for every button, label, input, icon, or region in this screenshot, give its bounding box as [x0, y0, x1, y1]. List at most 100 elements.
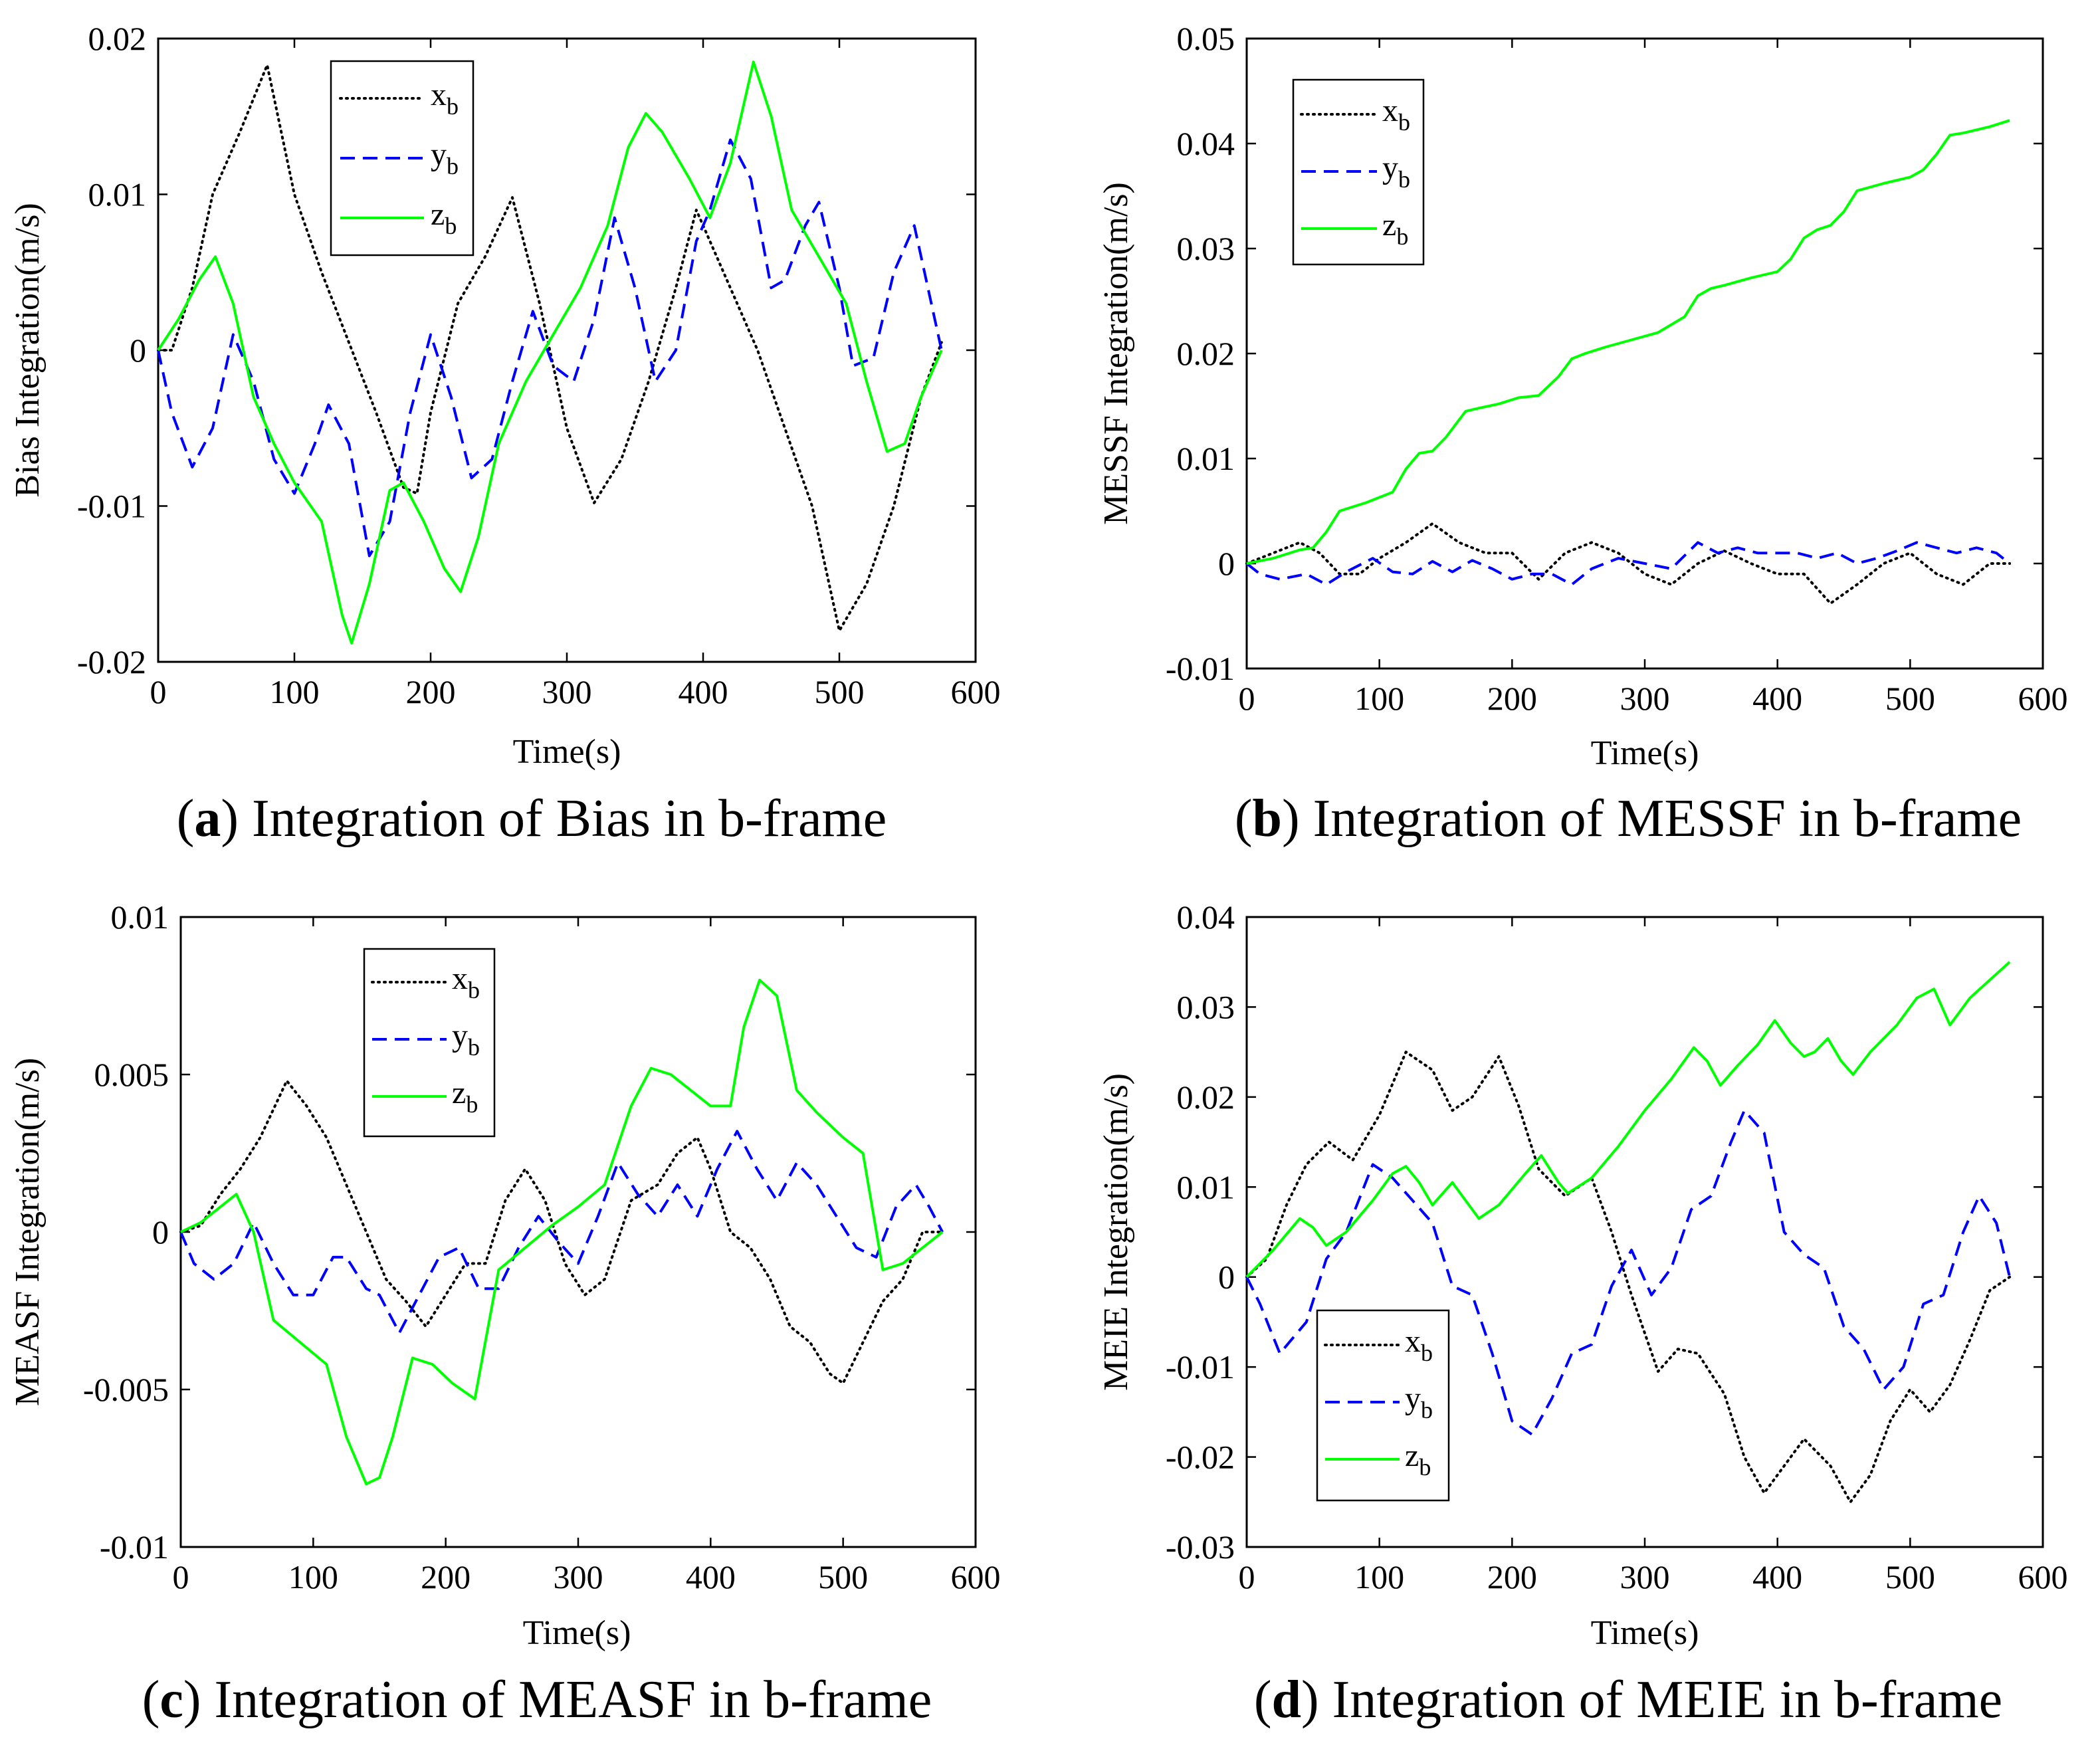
x-tick-label-b: 500 [1885, 680, 1935, 717]
x-tick-label-d: 600 [2018, 1558, 2068, 1595]
x-tick-label-a: 400 [679, 673, 728, 710]
x-axis-label-b: Time(s) [1591, 734, 1699, 772]
x-tick-label-c: 600 [951, 1558, 1001, 1595]
legend-label-y-b: yb [1382, 150, 1410, 193]
legend-label-z-b: zb [1382, 207, 1408, 250]
series-z-line-a [157, 60, 943, 645]
y-tick-label-d: -0.01 [1166, 1348, 1235, 1386]
caption-d: (d) Integration of MEIE in b-frame [1254, 1671, 2002, 1729]
caption-a: (a) Integration of Bias in b-frame [177, 789, 887, 848]
panel-a: 0 100 200 300 400 500 600 -0.02 -0.01 0 0.01 0.02 T… [9, 20, 1001, 848]
series-x-line-d [1245, 1051, 2012, 1504]
panel-b: 0 100 200 300 400 500 600-0.0100.010.020.030.0… [1097, 20, 2068, 848]
caption-c: (c) Integration of MEASF in b-frame [142, 1671, 932, 1729]
legend-label-x-c: xb [452, 961, 480, 1003]
ticks-c: 0 100 200 300 400 500 600 -0.01 -0.005 0 0.005 0.01 [83, 898, 1001, 1595]
series-lines-b [1245, 119, 2012, 605]
legend-label-x-b: xb [1382, 93, 1410, 136]
y-tick-label-b: -0.01 [1166, 650, 1235, 687]
ticks-b: 0 100 200 300 400 500 600-0.0100.010.020.030.0… [1166, 20, 2068, 717]
legend-label-z-a: zb [431, 197, 457, 239]
y-tick-label-b: 0 [1218, 545, 1235, 582]
caption-b: (b) Integration of MESSF in b-frame [1235, 789, 2022, 848]
series-lines-a [157, 60, 943, 645]
y-tick-label-d: 0 [1218, 1259, 1235, 1296]
ticks-a: 0 100 200 300 400 500 600 -0.02 -0.01 0 0.01 0.02 [77, 20, 1001, 710]
y-tick-label-b: 0.03 [1177, 230, 1235, 267]
legend-b: xb yb zb [1292, 78, 1425, 266]
y-tick-label-b: 0.01 [1177, 440, 1235, 477]
series-y-line-d [1245, 1109, 2012, 1436]
y-tick-label-d: 0.04 [1177, 898, 1235, 936]
y-axis-label-c: MEASF Integration(m/s) [9, 1058, 47, 1406]
series-x-line-b [1245, 522, 2012, 605]
x-tick-label-a: 100 [270, 673, 320, 710]
y-tick-label-b: 0.05 [1177, 20, 1235, 57]
y-tick-label-d: -0.03 [1166, 1528, 1235, 1566]
series-lines-c [179, 978, 944, 1486]
y-tick-label-a: 0 [130, 332, 146, 369]
x-tick-label-d: 300 [1620, 1558, 1670, 1595]
y-tick-label-d: 0.02 [1177, 1078, 1235, 1116]
legend-a: xb yb zb [330, 60, 474, 257]
y-tick-label-a: 0.01 [88, 176, 147, 213]
x-tick-label-b: 600 [2018, 680, 2068, 717]
x-tick-label-a: 200 [406, 673, 456, 710]
y-tick-label-b: 0.04 [1177, 125, 1235, 162]
x-tick-label-b: 300 [1620, 680, 1670, 717]
y-tick-label-b: 0.02 [1177, 335, 1235, 372]
legend-d: xb yb zb [1316, 1309, 1450, 1502]
legend-label-z-c: zb [452, 1075, 478, 1118]
series-y-line-c [179, 1130, 944, 1334]
x-tick-label-a: 300 [542, 673, 592, 710]
y-tick-label-a: -0.02 [77, 643, 146, 680]
panel-c: 0 100 200 300 400 500 600 -0.01 -0.005 0 0.005 0.01… [9, 898, 1001, 1729]
x-tick-label-b: 400 [1752, 680, 1802, 717]
x-tick-label-d: 200 [1487, 1558, 1537, 1595]
legend-label-x-d: xb [1405, 1324, 1433, 1366]
y-tick-label-c: -0.005 [83, 1371, 169, 1408]
series-y-line-b [1245, 541, 2011, 586]
legend-label-x-a: xb [431, 77, 459, 120]
y-axis-label-d: MEIE Integration(m/s) [1097, 1073, 1135, 1391]
series-y-line-a [157, 138, 943, 558]
x-tick-label-c: 100 [288, 1558, 338, 1595]
y-tick-label-a: -0.01 [77, 488, 146, 525]
legend-label-y-c: yb [452, 1018, 480, 1061]
y-tick-label-c: 0.005 [94, 1056, 169, 1093]
x-tick-label-c: 500 [818, 1558, 868, 1595]
legend-box-d [1316, 1309, 1450, 1502]
y-tick-label-d: -0.02 [1166, 1439, 1235, 1476]
legend-label-z-d: zb [1405, 1438, 1431, 1481]
y-axis-label-b: MESSF Integration(m/s) [1097, 182, 1135, 525]
x-tick-label-b: 100 [1354, 680, 1404, 717]
y-tick-label-d: 0.03 [1177, 988, 1235, 1025]
series-x-line-c [179, 1079, 944, 1385]
panel-d: 0 100 200 300 400 500 600 -0.03 -0.02 -0.01 0 0.01 0… [1097, 898, 2068, 1729]
series-z-line-d [1245, 961, 2011, 1279]
x-tick-label-c: 200 [421, 1558, 471, 1595]
x-tick-label-b: 0 [1239, 680, 1255, 717]
x-tick-label-b: 200 [1487, 680, 1537, 717]
series-x-line-a [157, 63, 943, 633]
y-tick-label-d: 0.01 [1177, 1168, 1235, 1205]
legend-box-c [363, 948, 496, 1138]
x-tick-label-d: 400 [1752, 1558, 1802, 1595]
legend-label-y-d: yb [1405, 1381, 1433, 1423]
x-tick-label-d: 0 [1239, 1558, 1255, 1595]
legend-c: xb yb zb [363, 948, 496, 1138]
series-lines-d [1245, 961, 2012, 1504]
x-tick-label-d: 500 [1885, 1558, 1935, 1595]
x-tick-label-a: 0 [150, 673, 167, 710]
y-tick-label-a: 0.02 [88, 20, 147, 57]
x-tick-label-a: 500 [815, 673, 865, 710]
legend-label-y-a: yb [431, 137, 459, 179]
x-tick-label-c: 0 [173, 1558, 189, 1595]
x-tick-label-c: 400 [686, 1558, 736, 1595]
x-tick-label-d: 100 [1354, 1558, 1404, 1595]
y-tick-label-c: 0 [152, 1213, 169, 1251]
y-tick-label-c: 0.01 [111, 898, 169, 936]
x-axis-label-a: Time(s) [513, 733, 621, 771]
